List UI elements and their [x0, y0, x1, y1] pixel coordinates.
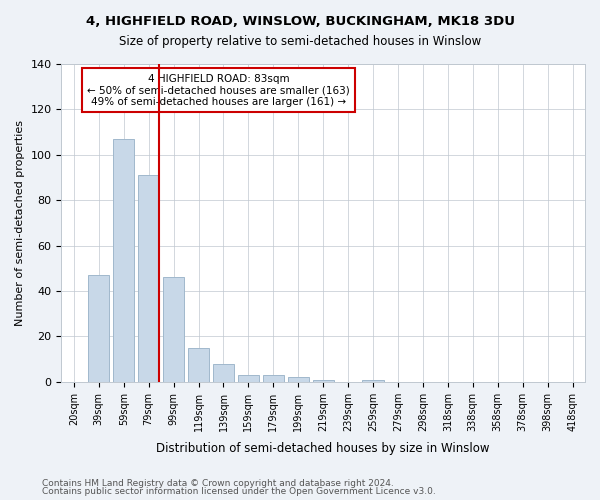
Bar — [362, 380, 383, 382]
Bar — [88, 275, 109, 382]
Text: Contains public sector information licensed under the Open Government Licence v3: Contains public sector information licen… — [42, 487, 436, 496]
Text: 4, HIGHFIELD ROAD, WINSLOW, BUCKINGHAM, MK18 3DU: 4, HIGHFIELD ROAD, WINSLOW, BUCKINGHAM, … — [86, 15, 515, 28]
Bar — [163, 278, 184, 382]
Bar — [138, 175, 159, 382]
Bar — [113, 139, 134, 382]
Bar — [188, 348, 209, 382]
Text: Size of property relative to semi-detached houses in Winslow: Size of property relative to semi-detach… — [119, 35, 481, 48]
Bar — [287, 378, 309, 382]
Bar — [213, 364, 234, 382]
X-axis label: Distribution of semi-detached houses by size in Winslow: Distribution of semi-detached houses by … — [157, 442, 490, 455]
Bar — [238, 375, 259, 382]
Y-axis label: Number of semi-detached properties: Number of semi-detached properties — [15, 120, 25, 326]
Text: Contains HM Land Registry data © Crown copyright and database right 2024.: Contains HM Land Registry data © Crown c… — [42, 478, 394, 488]
Text: 4 HIGHFIELD ROAD: 83sqm
← 50% of semi-detached houses are smaller (163)
49% of s: 4 HIGHFIELD ROAD: 83sqm ← 50% of semi-de… — [87, 74, 350, 106]
Bar — [263, 375, 284, 382]
Bar — [313, 380, 334, 382]
